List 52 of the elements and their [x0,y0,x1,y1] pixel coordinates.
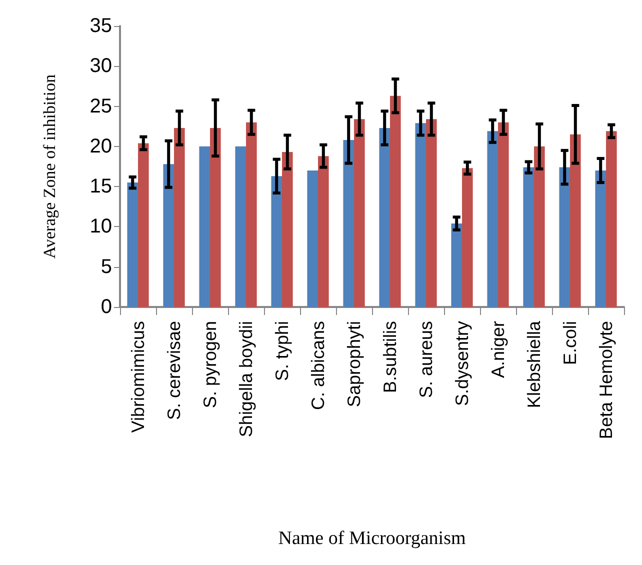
bar [487,131,498,307]
y-tick-label: 5 [100,256,112,278]
x-tick-label: Klebshiella [524,320,544,408]
x-tick-label: A.niger [488,321,508,378]
bar [595,170,606,307]
bar [271,176,282,307]
y-tick-label: 15 [90,176,112,198]
x-tick-label: Saprophyti [344,321,364,408]
bar [523,167,534,307]
bar [606,131,617,307]
bar [534,146,545,307]
bar [498,122,509,307]
x-tick-label: S. aureus [416,321,436,398]
x-tick-label: Vibriomimicus [128,321,148,433]
bar [163,164,174,307]
x-tick-label: Beta Hemolyte [596,321,616,440]
y-tick-label: 20 [90,135,112,158]
x-tick-label: S. typhi [272,321,292,382]
bar [354,119,365,307]
x-tick-label: C. albicans [308,321,328,410]
bar [138,143,149,307]
bar [210,128,221,307]
bar [426,119,437,307]
bar [570,134,581,307]
bar [235,146,246,307]
y-tick-label: 30 [90,55,112,78]
bar [559,167,570,307]
x-tick-label: S. cerevisae [164,321,184,420]
bar [390,96,401,307]
x-tick-label: E.coli [560,321,580,366]
x-axis-title: Name of Microorganism [278,528,466,549]
y-axis-title: Average Zone of inhibition [40,74,59,259]
bar [343,140,354,307]
bar [318,156,329,307]
bar [174,128,185,307]
y-tick-label: 25 [90,95,112,118]
y-tick-label: 0 [100,296,112,318]
y-tick-label: 35 [90,15,112,37]
bar [127,182,138,307]
bar [462,168,473,307]
x-tick-label: B.subtilis [380,321,400,394]
x-tick-label: S. pyrogen [200,321,220,408]
bar [379,128,390,307]
bar [199,146,210,307]
bar [307,170,318,307]
x-tick-label: S.dysentry [452,321,472,406]
x-tick-label: Shigella boydii [236,321,256,438]
bar [282,152,293,307]
bar [246,122,257,307]
y-tick-label: 10 [90,216,112,238]
bar [451,224,462,307]
bar [415,123,426,307]
